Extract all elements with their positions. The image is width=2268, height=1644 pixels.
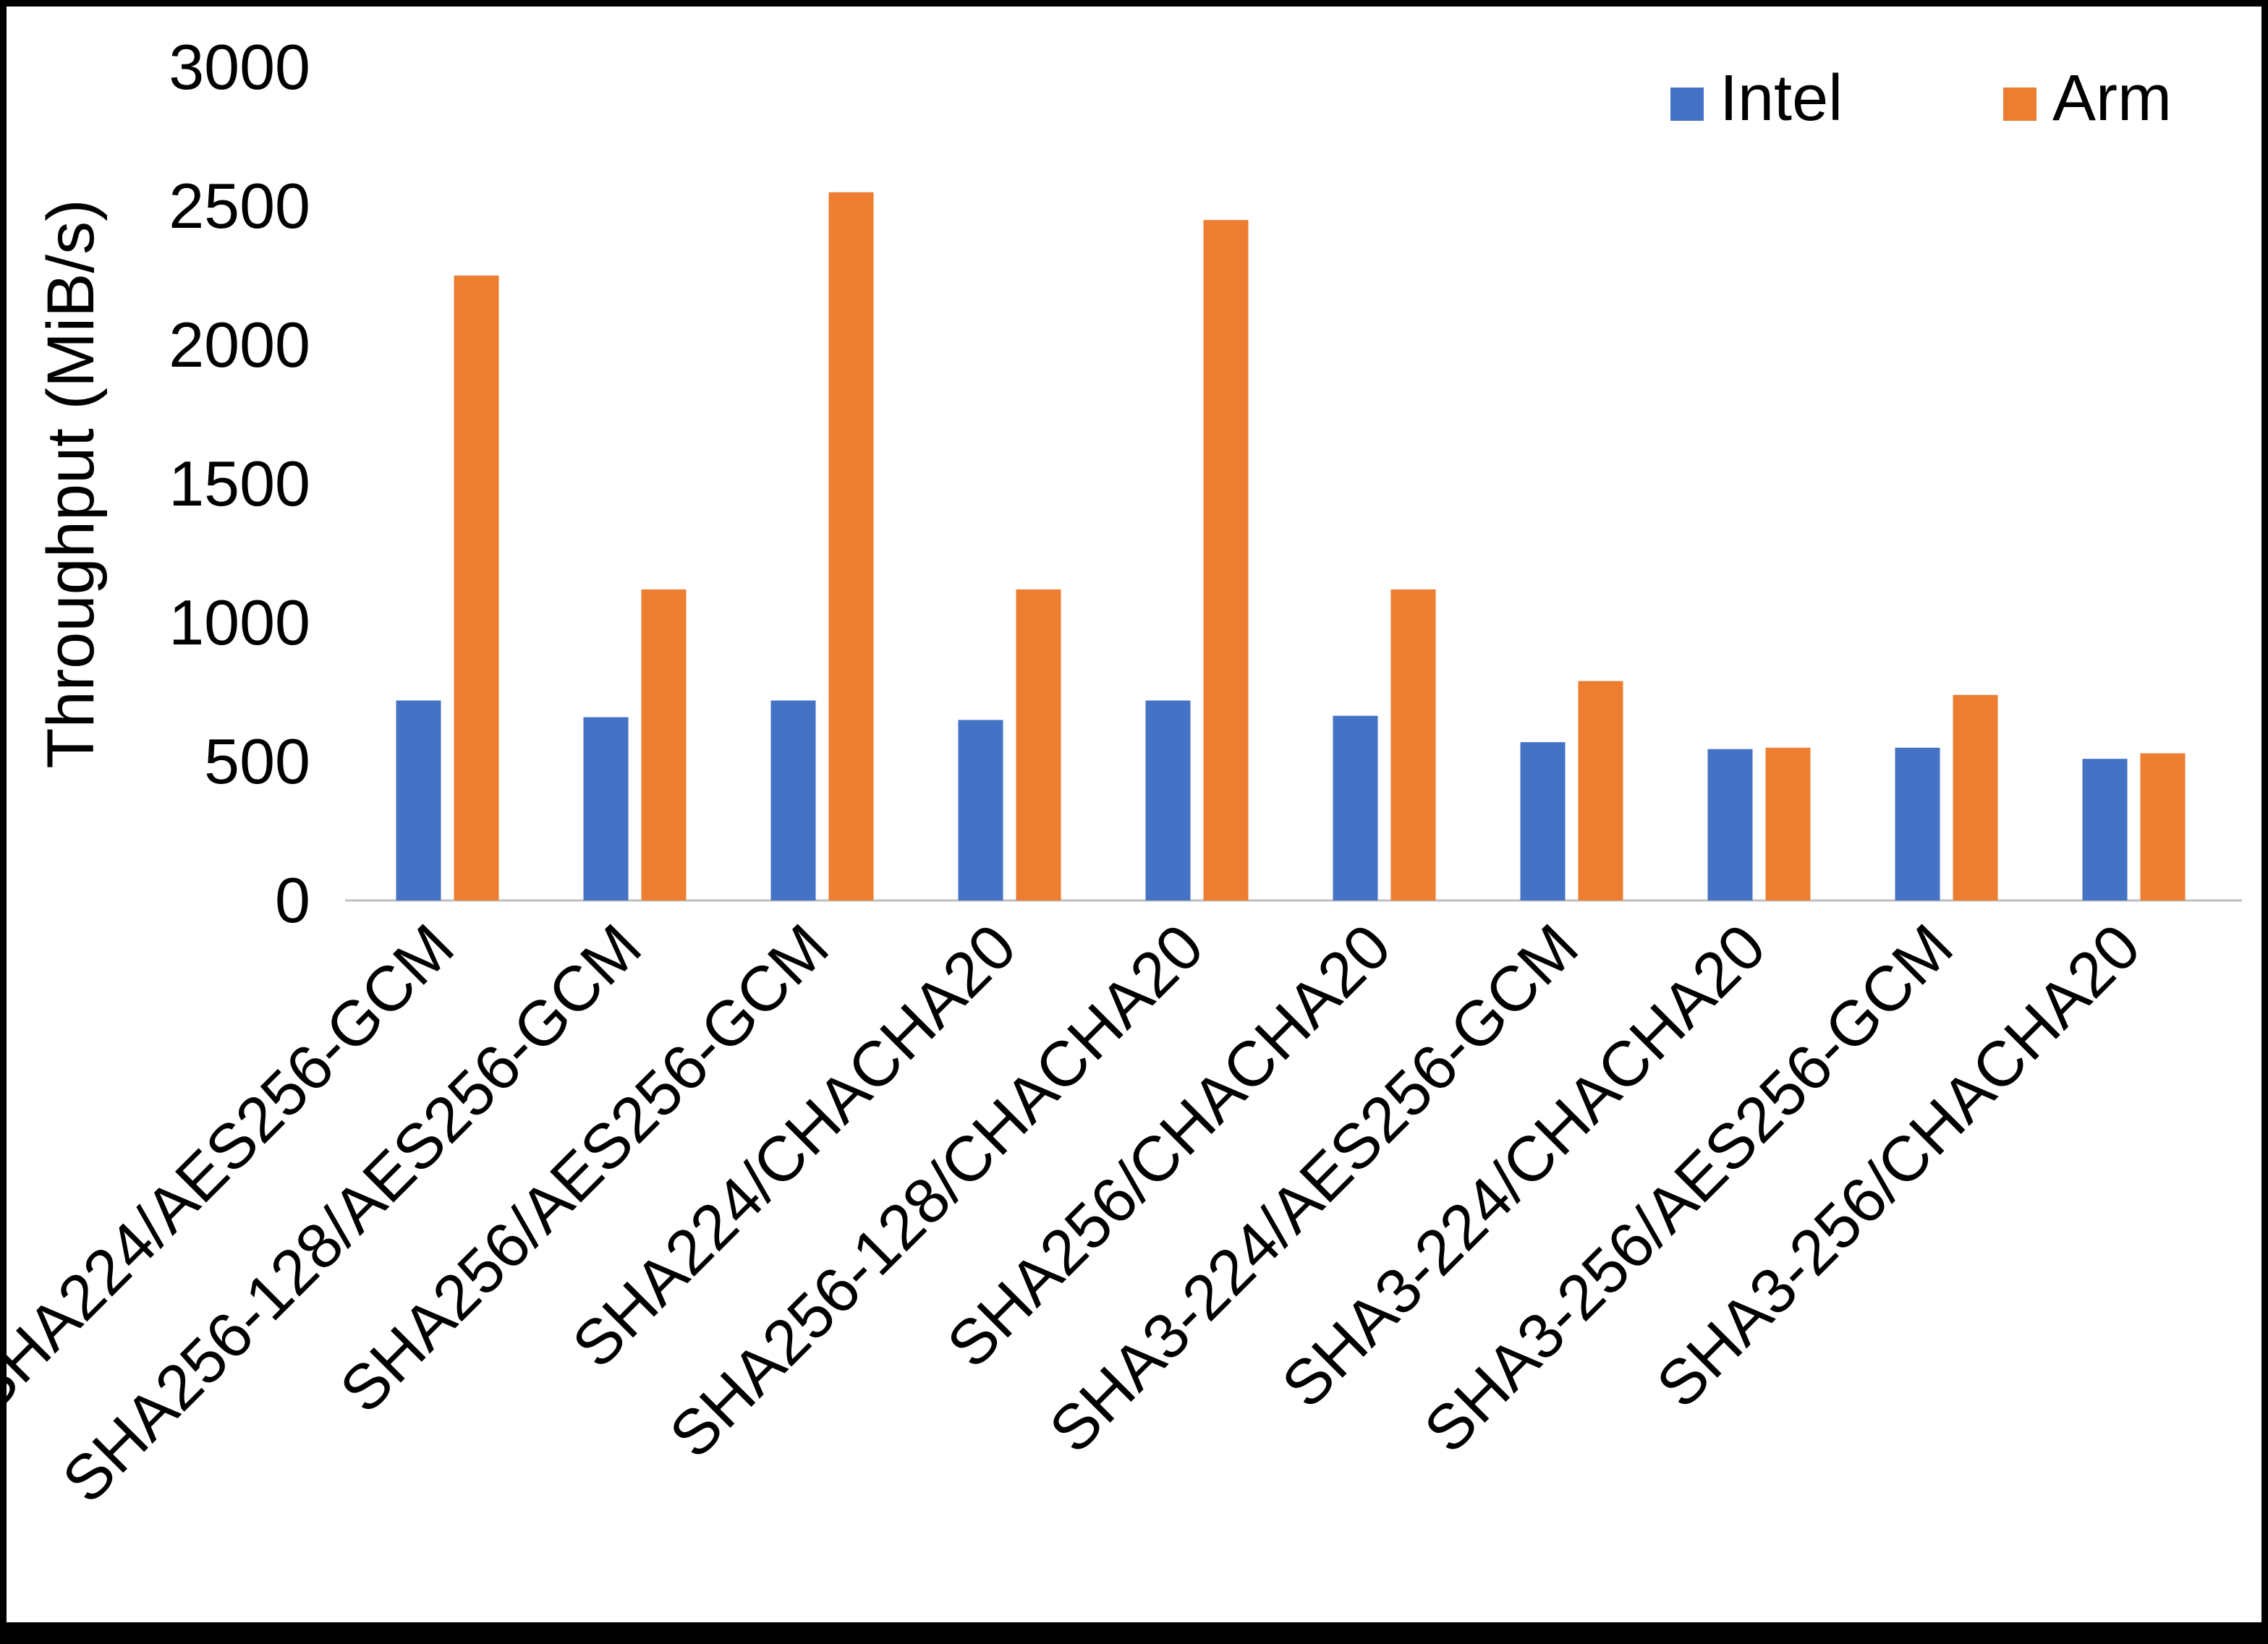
bar-arm-3 (1016, 589, 1061, 900)
bar-arm-4 (1203, 220, 1249, 900)
y-tick-label: 2500 (169, 170, 310, 242)
bar-intel-7 (1707, 749, 1753, 900)
legend-label-intel: Intel (1720, 62, 1843, 135)
bar-arm-0 (454, 276, 499, 900)
bar-intel-9 (2082, 759, 2128, 900)
bar-arm-2 (828, 192, 874, 900)
bar-intel-3 (958, 720, 1003, 900)
bar-intel-0 (396, 700, 441, 900)
bar-intel-6 (1520, 742, 1566, 900)
legend-label-arm: Arm (2052, 62, 2172, 135)
y-tick-label: 0 (275, 864, 310, 936)
y-tick-label: 1500 (169, 448, 310, 519)
bar-arm-5 (1390, 589, 1436, 900)
bar-arm-9 (2140, 753, 2186, 900)
bar-arm-6 (1578, 681, 1623, 900)
bar-arm-7 (1765, 747, 1811, 900)
bar-arm-1 (641, 589, 687, 900)
bar-intel-1 (583, 717, 629, 900)
bar-intel-2 (770, 700, 816, 900)
bar-intel-8 (1895, 747, 1940, 900)
bar-chart: 0 500 1000 1500 2000 2500 3000 Throughput (MiB/… (7, 31, 2242, 1516)
legend-swatch-arm (2003, 88, 2036, 121)
y-tick-label: 1000 (169, 587, 310, 658)
y-tick-label: 2000 (169, 309, 310, 380)
legend-swatch-intel (1670, 88, 1704, 121)
y-tick-label: 500 (204, 725, 310, 797)
bar-intel-5 (1333, 715, 1378, 900)
bar-arm-8 (1953, 694, 1998, 900)
y-axis-title: Throughput (MiB/s) (34, 199, 108, 768)
bar-intel-4 (1145, 700, 1191, 900)
y-tick-label: 3000 (169, 31, 310, 103)
